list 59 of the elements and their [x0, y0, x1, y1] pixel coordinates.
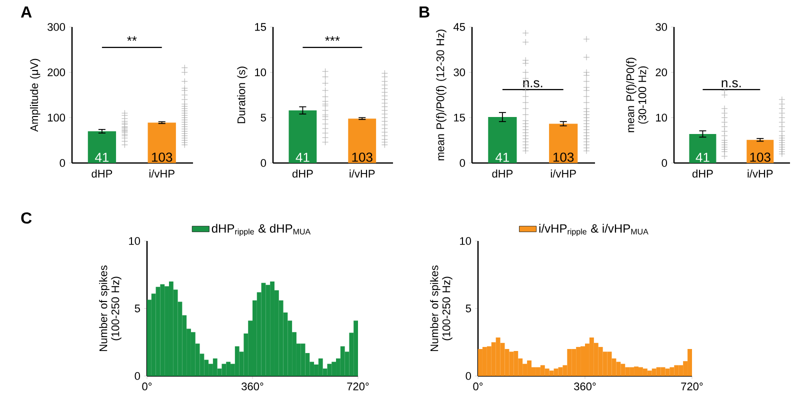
y-tick-label: 45	[453, 23, 465, 31]
annotation: 103	[553, 152, 574, 162]
x-tick-label: 720°	[347, 382, 369, 390]
y-tick-label: 30	[454, 68, 466, 76]
y-tick-label: 0	[60, 159, 66, 167]
y-axis-title: mean P(f)/P0(f) (12-30 Hz)	[436, 30, 446, 160]
y-tick-label: 10	[129, 237, 140, 245]
x-tick-label: 360°	[574, 382, 596, 390]
y-tick-label: 5	[134, 304, 140, 312]
annotation: n.s.	[722, 80, 741, 88]
annotation: 41	[95, 152, 109, 162]
annotation: **	[127, 36, 137, 41]
y-axis-title: Amplitude (μV)	[30, 58, 40, 132]
text: B	[420, 6, 430, 18]
x-tick-label: 360°	[242, 382, 264, 390]
text: A	[20, 6, 32, 18]
legend-label: dHP$_{ripple}$ & dHP$_{MUA}$	[212, 224, 311, 236]
x-tick-label: i/vHP	[149, 170, 174, 178]
y-tick-label: 0	[134, 372, 140, 380]
x-tick-label: dHP	[92, 170, 112, 178]
y-tick-label: 20	[656, 68, 668, 76]
annotation: ***	[325, 36, 340, 41]
y-axis-title: Number of spikes (100-250 Hz)	[430, 266, 452, 351]
annotation: 103	[152, 152, 172, 162]
y-tick-label: 200	[48, 68, 66, 76]
y-tick-label: 15	[454, 114, 465, 122]
annotation: 41	[296, 152, 310, 162]
y-tick-label: 30	[656, 23, 668, 31]
y-axis-title: Number of spikes (100-250 Hz)	[99, 266, 122, 351]
y-tick-label: 0	[662, 159, 668, 167]
annotation: n.s.	[523, 80, 542, 88]
y-tick-label: 300	[48, 23, 66, 31]
annotation: 103	[352, 152, 372, 162]
x-tick-label: i/vHP	[550, 170, 576, 178]
x-tick-label: i/vHP	[748, 170, 773, 178]
y-tick-label: 15	[255, 23, 266, 31]
x-tick-label: 720°	[681, 382, 703, 390]
y-tick-label: 0	[466, 372, 472, 380]
y-tick-label: 0	[260, 159, 266, 167]
y-tick-label: 10	[656, 114, 668, 122]
x-tick-label: dHP	[292, 170, 313, 178]
x-tick-label: dHP	[492, 170, 513, 178]
y-tick-label: 5	[260, 114, 266, 122]
x-tick-label: 0°	[473, 382, 483, 390]
y-tick-label: 10	[255, 68, 266, 76]
y-tick-label: 5	[466, 304, 471, 312]
annotation: 41	[496, 152, 510, 162]
x-tick-label: 0°	[142, 382, 152, 390]
legend-label: i/vHP$_{ripple}$ & i/vHP$_{MUA}$	[539, 224, 648, 236]
annotation: 103	[750, 152, 770, 162]
text: C	[21, 212, 32, 224]
y-tick-label: 10	[460, 237, 472, 245]
y-axis-title: mean P(f)/P0(f) (30-100 Hz)	[626, 58, 648, 132]
y-axis-title: Duration (s)	[237, 66, 248, 124]
x-tick-label: i/vHP	[350, 170, 375, 178]
y-tick-label: 100	[48, 114, 66, 122]
annotation: 41	[696, 152, 710, 162]
x-tick-label: dHP	[692, 170, 713, 178]
y-tick-label: 0	[460, 159, 466, 167]
